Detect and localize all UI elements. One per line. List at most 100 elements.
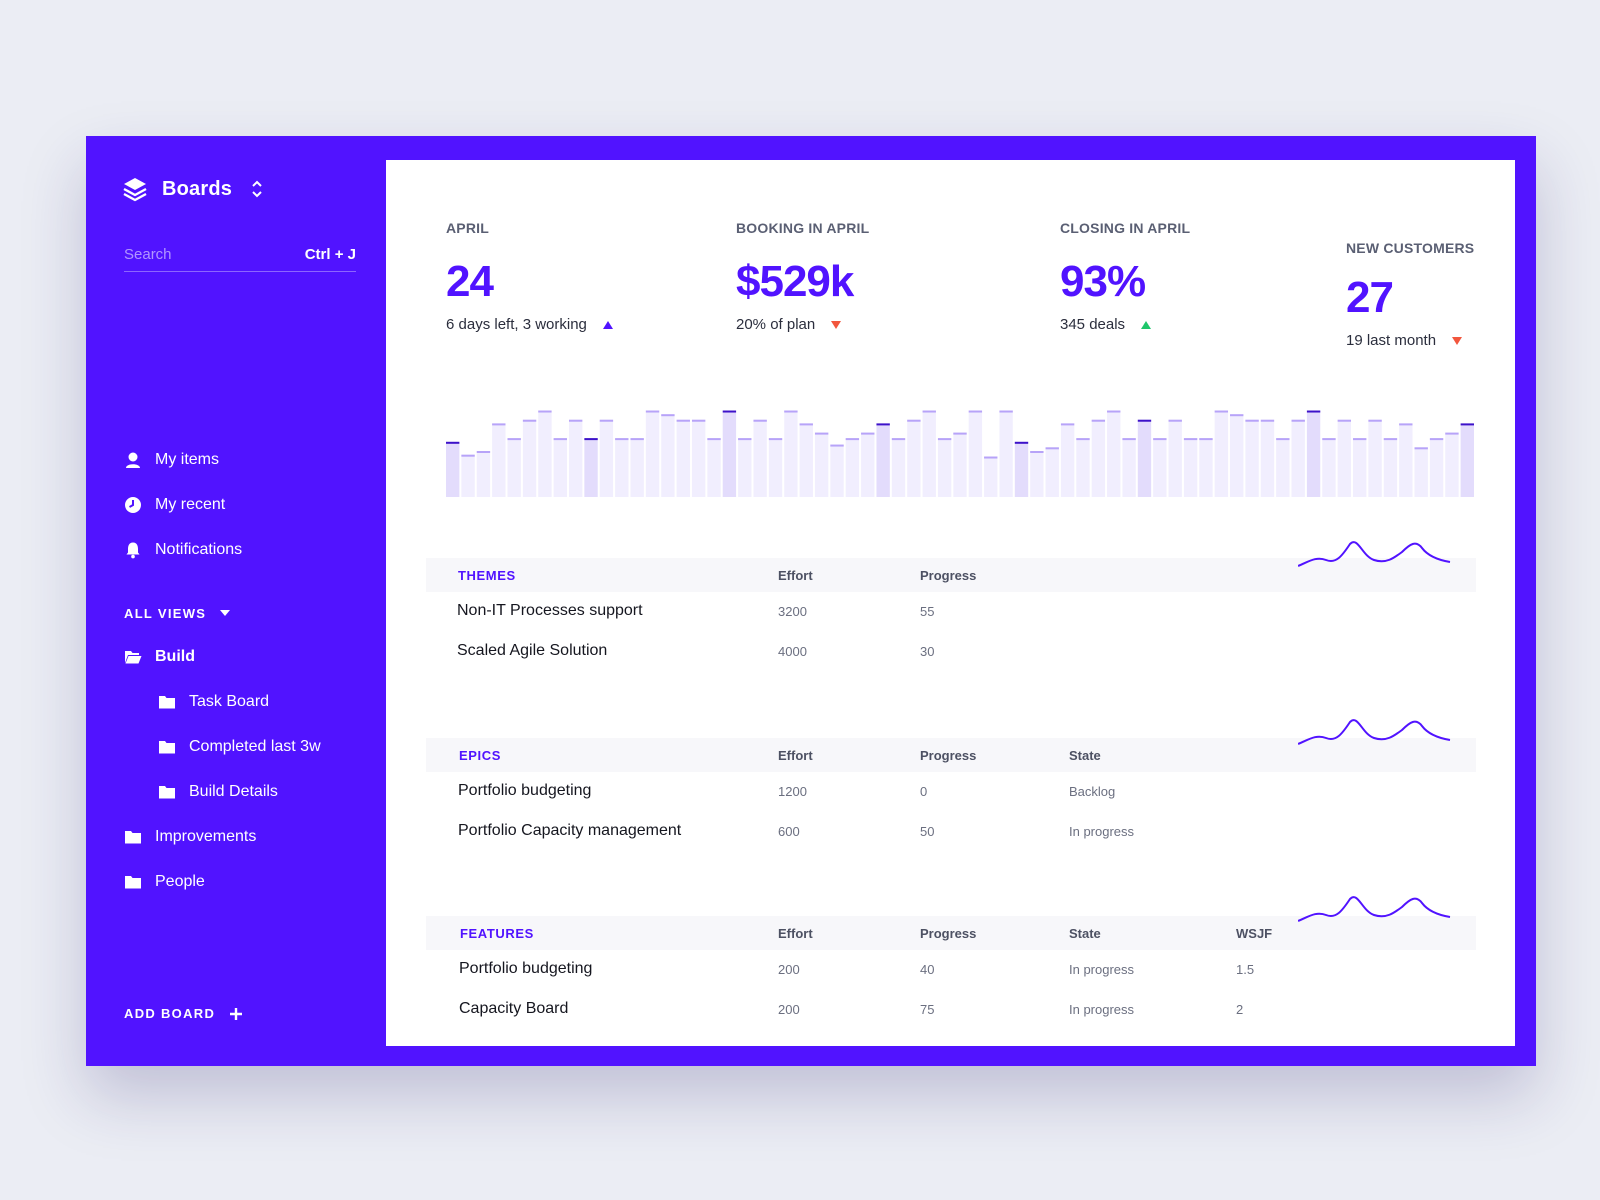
tree-item-completed-last-3w[interactable]: Completed last 3w <box>158 738 321 756</box>
kpi-sub-text: 19 last month <box>1346 332 1437 349</box>
kpi-label: CLOSING IN APRIL <box>1060 220 1191 236</box>
bar <box>984 456 998 497</box>
bar-cap <box>1368 419 1382 422</box>
bar <box>1107 410 1121 497</box>
add-board-button[interactable]: ADD BOARD <box>124 1006 243 1021</box>
daily-bar-chart <box>446 410 1474 497</box>
row-cell: 3200 <box>778 604 807 619</box>
bar-cap <box>476 451 491 453</box>
nav-my-items[interactable]: My items <box>124 451 219 469</box>
bar-cap <box>1399 423 1413 426</box>
bar <box>1291 419 1305 497</box>
bar <box>953 432 967 497</box>
tree-item-build[interactable]: Build <box>124 648 195 666</box>
add-board-label: ADD BOARD <box>124 1006 216 1021</box>
bar <box>1137 419 1152 497</box>
kpi-sub: 19 last month <box>1346 332 1474 349</box>
epics-table: EPICS Effort Progress State Portfolio bu… <box>426 738 1476 852</box>
bar <box>707 438 721 497</box>
column-header: Effort <box>778 926 813 941</box>
bar-cap <box>1414 447 1428 450</box>
bar <box>907 419 921 497</box>
table-row[interactable]: Portfolio budgeting 200 40 In progress 1… <box>426 950 1476 990</box>
bar-cap <box>1183 438 1198 441</box>
bar <box>1153 438 1167 497</box>
bar <box>1245 419 1259 497</box>
kpi-label: BOOKING IN APRIL <box>736 220 870 236</box>
bar <box>1429 438 1444 497</box>
table-row[interactable]: Non-IT Processes support 3200 55 <box>426 592 1476 632</box>
table-row[interactable]: Portfolio Capacity management 600 50 In … <box>426 812 1476 852</box>
nav-my-recent[interactable]: My recent <box>124 496 225 514</box>
row-cell: 50 <box>920 824 935 839</box>
themes-table: THEMES Effort Progress Non-IT Processes … <box>426 558 1476 672</box>
kpi-value: 93% <box>1060 257 1146 306</box>
table-row[interactable]: Portfolio budgeting 1200 0 Backlog <box>426 772 1476 812</box>
table-row[interactable]: Capacity Board 200 75 In progress 2 <box>426 990 1476 1030</box>
bar-cap <box>1168 419 1182 422</box>
nav-notifications[interactable]: Notifications <box>124 541 242 559</box>
bar <box>522 419 537 497</box>
bar-cap <box>1245 419 1259 422</box>
bar-cap <box>1306 410 1321 413</box>
column-header: WSJF <box>1236 926 1273 941</box>
sparkline-path <box>1298 719 1451 745</box>
table-row[interactable]: Scaled Agile Solution 4000 30 <box>426 632 1476 672</box>
bar <box>1322 438 1336 497</box>
bar <box>584 438 598 497</box>
boards-switcher[interactable]: Boards <box>122 176 264 202</box>
bar <box>568 419 583 497</box>
row-cell: 0 <box>920 784 928 799</box>
bar <box>630 438 644 497</box>
bar-cap <box>999 410 1013 413</box>
bar-cap <box>799 423 813 426</box>
kpi-sub-text: 345 deals <box>1060 316 1126 333</box>
bar-cap <box>661 414 675 417</box>
column-header: Progress <box>920 568 977 583</box>
bar-cap <box>1030 451 1044 453</box>
trend-up-icon <box>602 320 613 329</box>
bar-cap <box>1460 423 1474 426</box>
bar <box>722 410 737 497</box>
bar <box>1168 419 1182 497</box>
bar-cap <box>553 438 567 441</box>
bar-cap <box>861 432 875 435</box>
kpi-booking: BOOKING IN APRIL $529k 20% of plan <box>736 220 869 333</box>
nav-label: My recent <box>155 496 226 513</box>
search-input[interactable] <box>124 246 274 263</box>
table-title: EPICS <box>459 748 502 763</box>
row-cell: 1200 <box>778 784 807 799</box>
tree-item-people[interactable]: People <box>124 873 205 891</box>
kpi-label: APRIL <box>446 220 489 236</box>
bar <box>1353 438 1367 497</box>
bar-cap <box>722 410 737 413</box>
bar-cap <box>953 432 967 435</box>
bar-cap <box>768 438 783 441</box>
bar <box>507 438 521 497</box>
sparkline-path <box>1298 541 1451 567</box>
bar-cap <box>538 410 552 413</box>
search-shortcut: Ctrl + J <box>304 246 356 263</box>
bar <box>1122 438 1136 497</box>
all-views-toggle[interactable]: ALL VIEWS <box>124 606 231 621</box>
bar-cap <box>891 438 906 441</box>
bar-cap <box>1383 438 1398 441</box>
bar-cap <box>753 419 767 422</box>
tree-item-improvements[interactable]: Improvements <box>124 828 256 846</box>
bar-cap <box>937 438 952 441</box>
bar-cap <box>845 438 860 441</box>
bar-cap <box>1122 438 1136 441</box>
column-header: Effort <box>778 568 813 583</box>
bar <box>1060 423 1075 497</box>
bar-cap <box>1137 419 1152 422</box>
bar-cap <box>1291 419 1305 422</box>
trend-fill <box>1452 336 1463 345</box>
tree-item-task-board[interactable]: Task Board <box>158 693 269 711</box>
plus-icon <box>230 1007 243 1020</box>
bar <box>1306 410 1321 497</box>
tree-item-build-details[interactable]: Build Details <box>158 783 278 801</box>
bar <box>1214 410 1229 497</box>
bar-cap <box>830 444 844 447</box>
bar <box>1030 451 1044 497</box>
bar <box>1337 419 1352 497</box>
